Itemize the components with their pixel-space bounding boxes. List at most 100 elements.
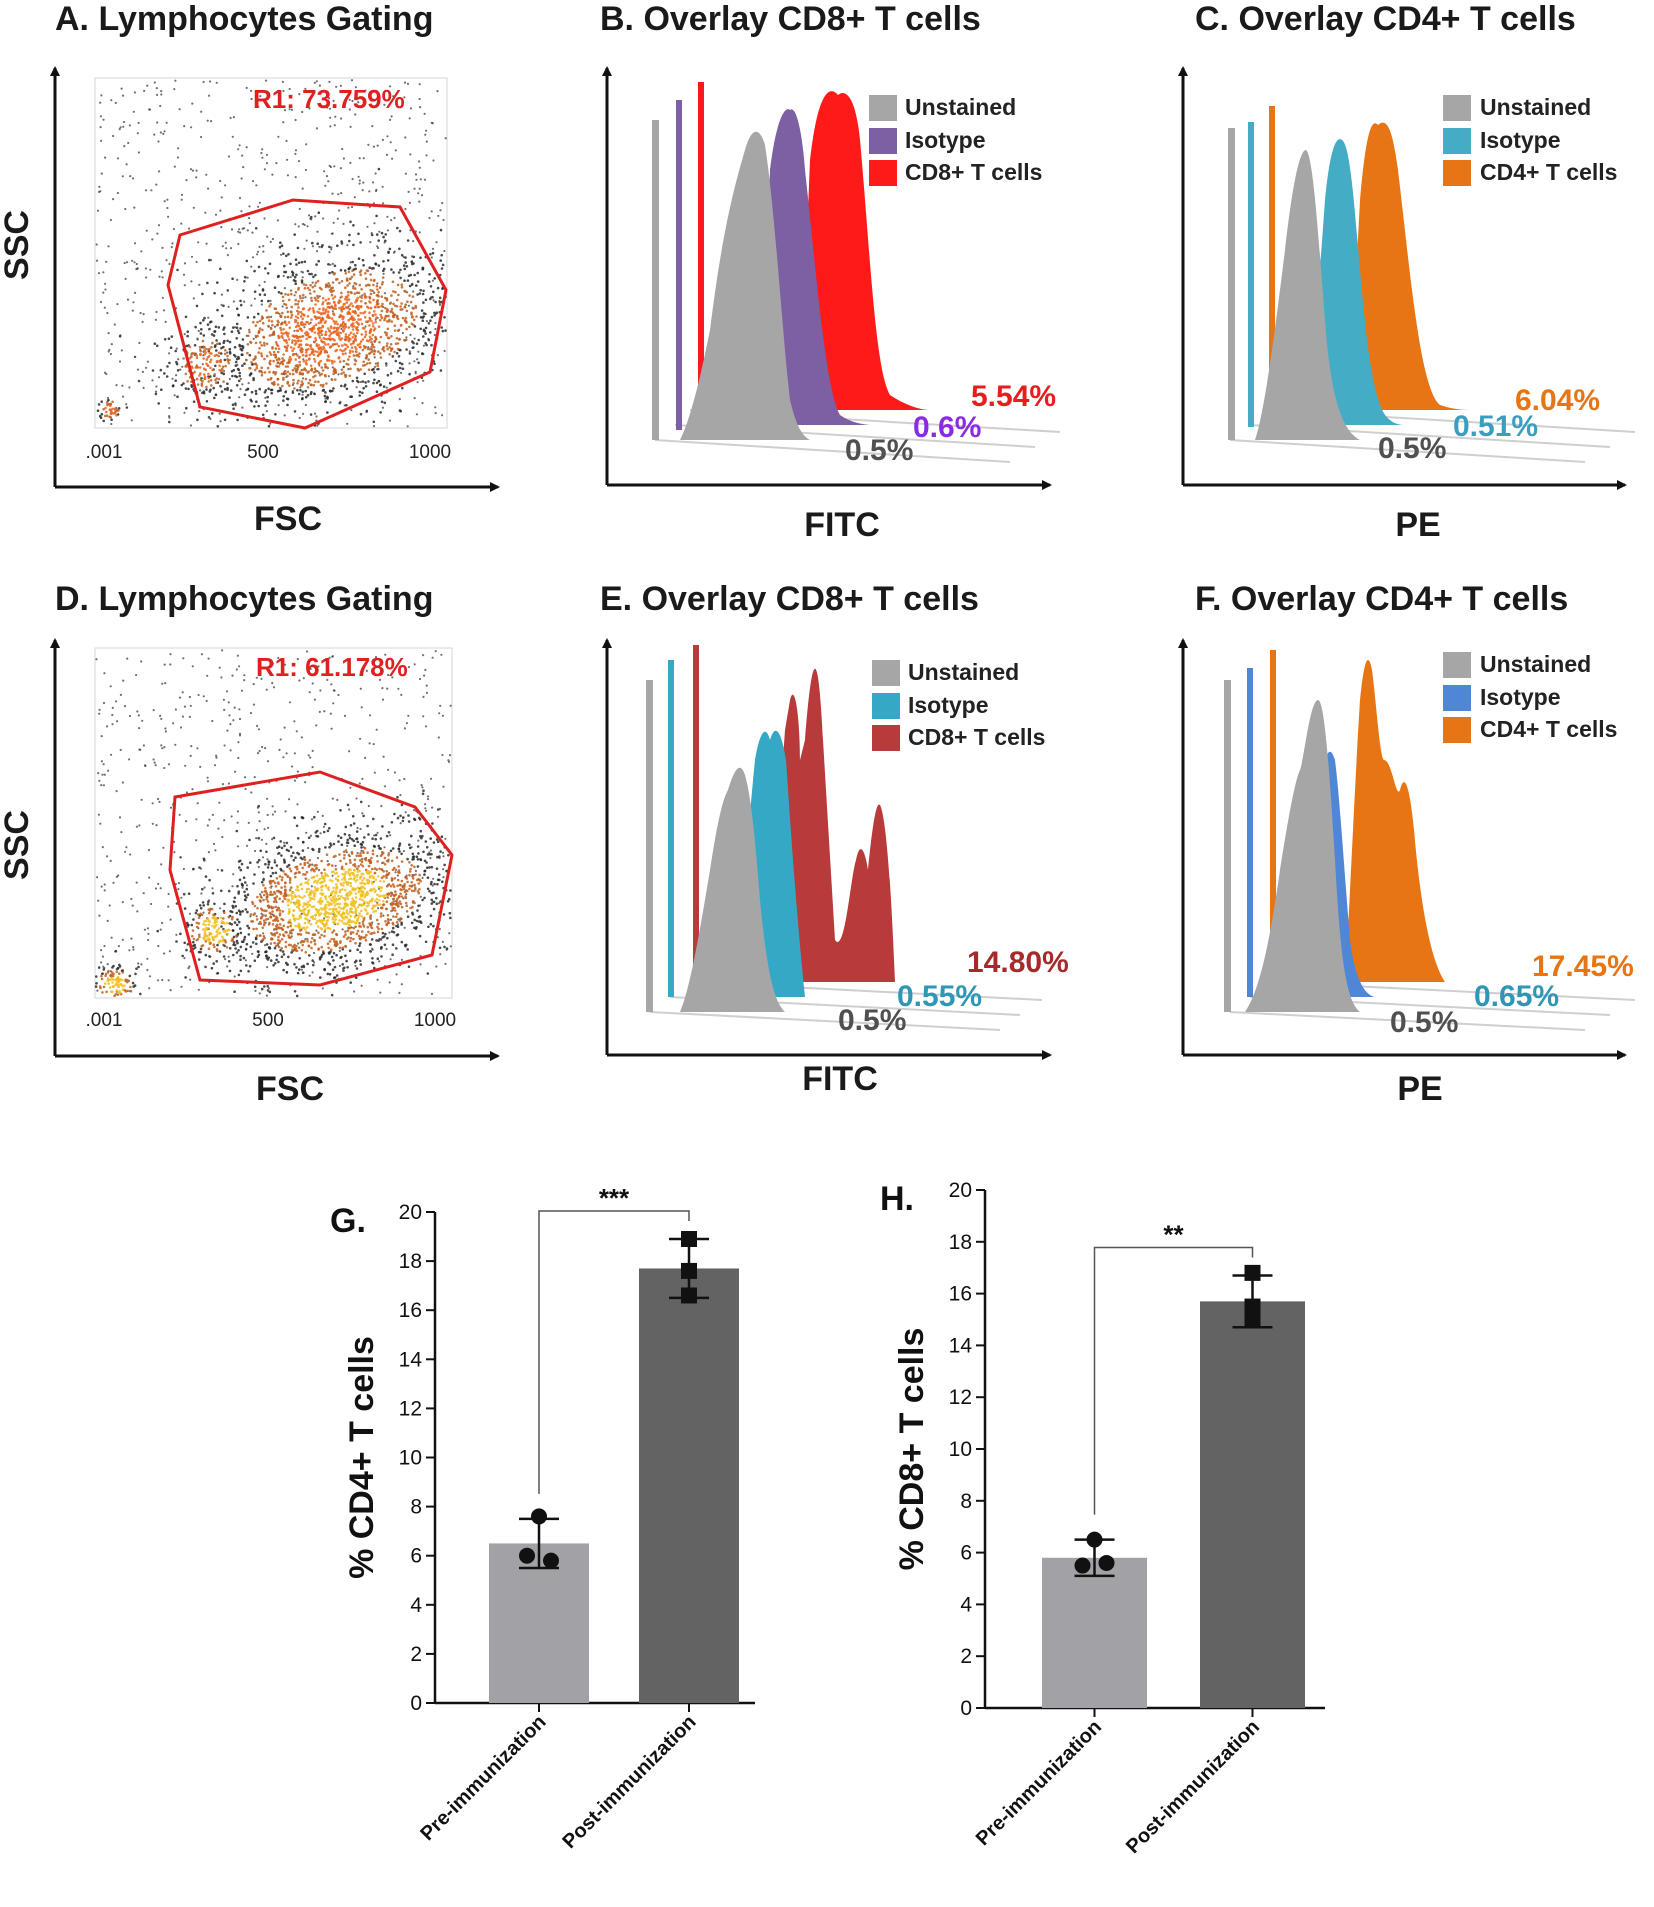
- panel-e-unstained-histogram: [680, 767, 785, 1012]
- panel-c-legend-swatch: [1443, 128, 1471, 154]
- panel-b: B. Overlay CD8+ T cells Unstained Isotyp…: [600, 0, 1061, 544]
- panel-h-category-label: Pre-immunization: [972, 1716, 1106, 1850]
- panel-d-tick: 500: [252, 1010, 284, 1031]
- panel-b-legend-label: Unstained: [905, 94, 1016, 120]
- panel-c-x-label: PE: [1395, 506, 1440, 544]
- panel-e-cd8-marker: [693, 645, 699, 982]
- panel-d-y-label: SSC: [0, 810, 36, 880]
- panel-b-unstained-marker: [652, 120, 659, 440]
- panel-g-y-label: % CD4+ T cells: [343, 1336, 381, 1579]
- panel-f-x-label: PE: [1397, 1070, 1442, 1108]
- panel-d: D. Lymphocytes Gating R1: 61.178% .001 5…: [0, 580, 500, 1108]
- panel-c: C. Overlay CD4+ T cells Unstained Isotyp…: [1178, 0, 1636, 544]
- panel-f-legend-swatch: [1443, 652, 1471, 678]
- panel-g-bar: [639, 1268, 739, 1703]
- panel-h-y-tick-label: 2: [960, 1645, 972, 1668]
- panel-g-y-tick-label: 6: [410, 1545, 422, 1568]
- panel-a-tick: 1000: [409, 442, 451, 463]
- panel-h-bar-chart: H. 0 2 4 6 8 10 12 14 16 18 20 % CD8+ T cells Pre-imm…: [880, 1179, 1325, 1858]
- panel-a-gate: [166, 198, 448, 430]
- panel-h-y-tick-label: 10: [949, 1438, 972, 1461]
- panel-e-cd8-histogram: [770, 668, 895, 982]
- panel-a-title: A. Lymphocytes Gating: [55, 0, 433, 38]
- panel-h-significance-bracket: [1093, 1246, 1254, 1515]
- panel-g-y-tick-label: 14: [399, 1348, 423, 1371]
- panel-d-scatter: [94, 649, 452, 998]
- panel-f-legend-swatch: [1443, 717, 1471, 743]
- panel-c-unstained-histogram: [1255, 150, 1360, 440]
- panel-d-tick: .001: [86, 1010, 123, 1031]
- panel-d-tick: 1000: [414, 1010, 456, 1031]
- panel-f-isotype-marker: [1247, 668, 1253, 997]
- panel-d-title: D. Lymphocytes Gating: [55, 580, 433, 618]
- panel-e-legend-swatch: [872, 660, 900, 686]
- panel-g-y-tick-label: 8: [410, 1496, 422, 1519]
- panel-g-y-tick-label: 2: [410, 1643, 422, 1666]
- panel-b-cd8-percent: 5.54%: [971, 380, 1056, 413]
- panel-h-significance-stars: **: [1163, 1219, 1184, 1249]
- panel-b-cd8-marker: [698, 82, 704, 402]
- panel-h-data-point: [1244, 1264, 1261, 1281]
- panel-e-cd8-percent: 14.80%: [967, 946, 1069, 979]
- panel-c-legend-label: Isotype: [1480, 127, 1561, 153]
- panel-b-x-label: FITC: [804, 506, 880, 544]
- panel-h-y-tick-label: 16: [949, 1283, 972, 1306]
- panel-d-x-label: FSC: [256, 1070, 324, 1108]
- panel-c-histograms: [1228, 106, 1636, 463]
- panel-g-y-tick-label: 20: [399, 1201, 422, 1224]
- panel-e-legend-swatch: [872, 725, 900, 751]
- panel-g-data-point: [543, 1552, 559, 1569]
- panel-h-data-point: [1086, 1531, 1103, 1548]
- panel-g-y-tick-label: 4: [410, 1594, 422, 1617]
- panel-h-y-tick-label: 0: [960, 1697, 972, 1720]
- panel-c-cd4-histogram: [1340, 122, 1475, 411]
- panel-h-y-tick-label: 20: [949, 1179, 972, 1202]
- panel-e-isotype-percent: 0.55%: [897, 980, 982, 1013]
- panel-c-isotype-percent: 0.51%: [1453, 410, 1538, 443]
- panel-c-cd4-marker: [1269, 106, 1275, 406]
- panel-b-unstained-percent: 0.5%: [845, 434, 913, 467]
- panel-g-y-tick-label: 10: [399, 1447, 422, 1470]
- panel-e-histograms: [646, 645, 1043, 1031]
- panel-g-y-tick-label: 18: [399, 1250, 422, 1273]
- panel-a: A. Lymphocytes Gating R1: 73.759% .001 5…: [0, 0, 500, 538]
- panel-a-y-label: SSC: [0, 210, 36, 280]
- panel-f-unstained-marker: [1224, 680, 1231, 1012]
- panel-h-y-tick-label: 18: [949, 1231, 972, 1254]
- panel-b-legend-label: CD8+ T cells: [905, 159, 1042, 185]
- panel-a-tick: 500: [247, 442, 279, 463]
- panel-g-panel-letter: G.: [330, 1202, 366, 1240]
- panel-g-data-point: [681, 1262, 697, 1279]
- panel-f-legend-label: Unstained: [1480, 651, 1591, 677]
- panel-c-unstained-marker: [1228, 128, 1235, 440]
- panel-f-isotype-percent: 0.65%: [1474, 980, 1559, 1013]
- panel-g-category-label: Pre-immunization: [416, 1711, 550, 1845]
- panel-f-legend-label: Isotype: [1480, 684, 1561, 710]
- panel-a-tick: .001: [86, 442, 123, 463]
- panel-f-legend-label: CD4+ T cells: [1480, 716, 1617, 742]
- panel-h-data-point: [1244, 1298, 1261, 1315]
- panel-e-unstained-marker: [646, 680, 653, 1012]
- panel-a-x-label: FSC: [254, 500, 322, 538]
- panel-h-y-label: % CD8+ T cells: [893, 1328, 931, 1571]
- panel-f-legend-swatch: [1443, 685, 1471, 711]
- panel-h-data-point: [1244, 1311, 1261, 1328]
- panel-e-legend-label: Isotype: [908, 692, 989, 718]
- panel-h-data-point: [1098, 1554, 1115, 1571]
- panel-h-y-tick-label: 4: [960, 1593, 972, 1616]
- panel-g-bar-chart: G. 0 2 4 6 8 10 12 14 16 18 20 % CD4+ T cells Pre-imm…: [330, 1183, 755, 1853]
- panel-d-gate-label: R1: 61.178%: [256, 652, 408, 682]
- panel-c-cd4-percent: 6.04%: [1515, 384, 1600, 417]
- panel-b-unstained-histogram: [680, 131, 810, 441]
- panel-h-data-point: [1074, 1557, 1091, 1574]
- panel-f-cd4-histogram: [1345, 660, 1445, 982]
- panel-h-panel-letter: H.: [880, 1180, 914, 1218]
- panel-f-cd4-marker: [1270, 650, 1276, 982]
- panel-g-y-tick-label: 12: [399, 1397, 422, 1420]
- panel-f-unstained-percent: 0.5%: [1390, 1006, 1458, 1039]
- panel-f-title: F. Overlay CD4+ T cells: [1195, 580, 1568, 618]
- panel-b-legend-swatch: [869, 95, 897, 121]
- panel-c-legend-swatch: [1443, 160, 1471, 186]
- panel-c-legend-label: Unstained: [1480, 94, 1591, 120]
